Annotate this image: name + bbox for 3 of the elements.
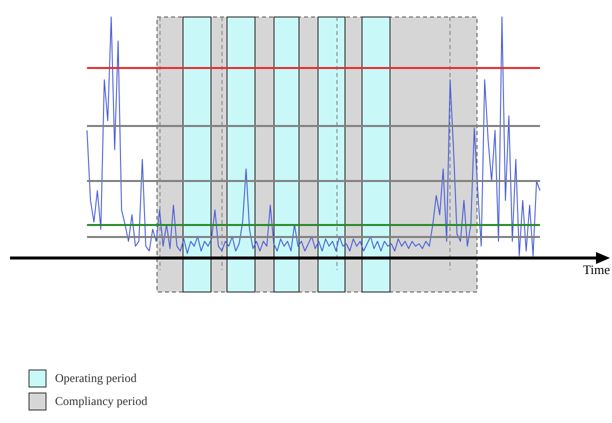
text: Operating period xyxy=(55,371,137,386)
x-axis-title: Time xyxy=(583,262,610,278)
text: Compliancy period xyxy=(55,394,148,409)
